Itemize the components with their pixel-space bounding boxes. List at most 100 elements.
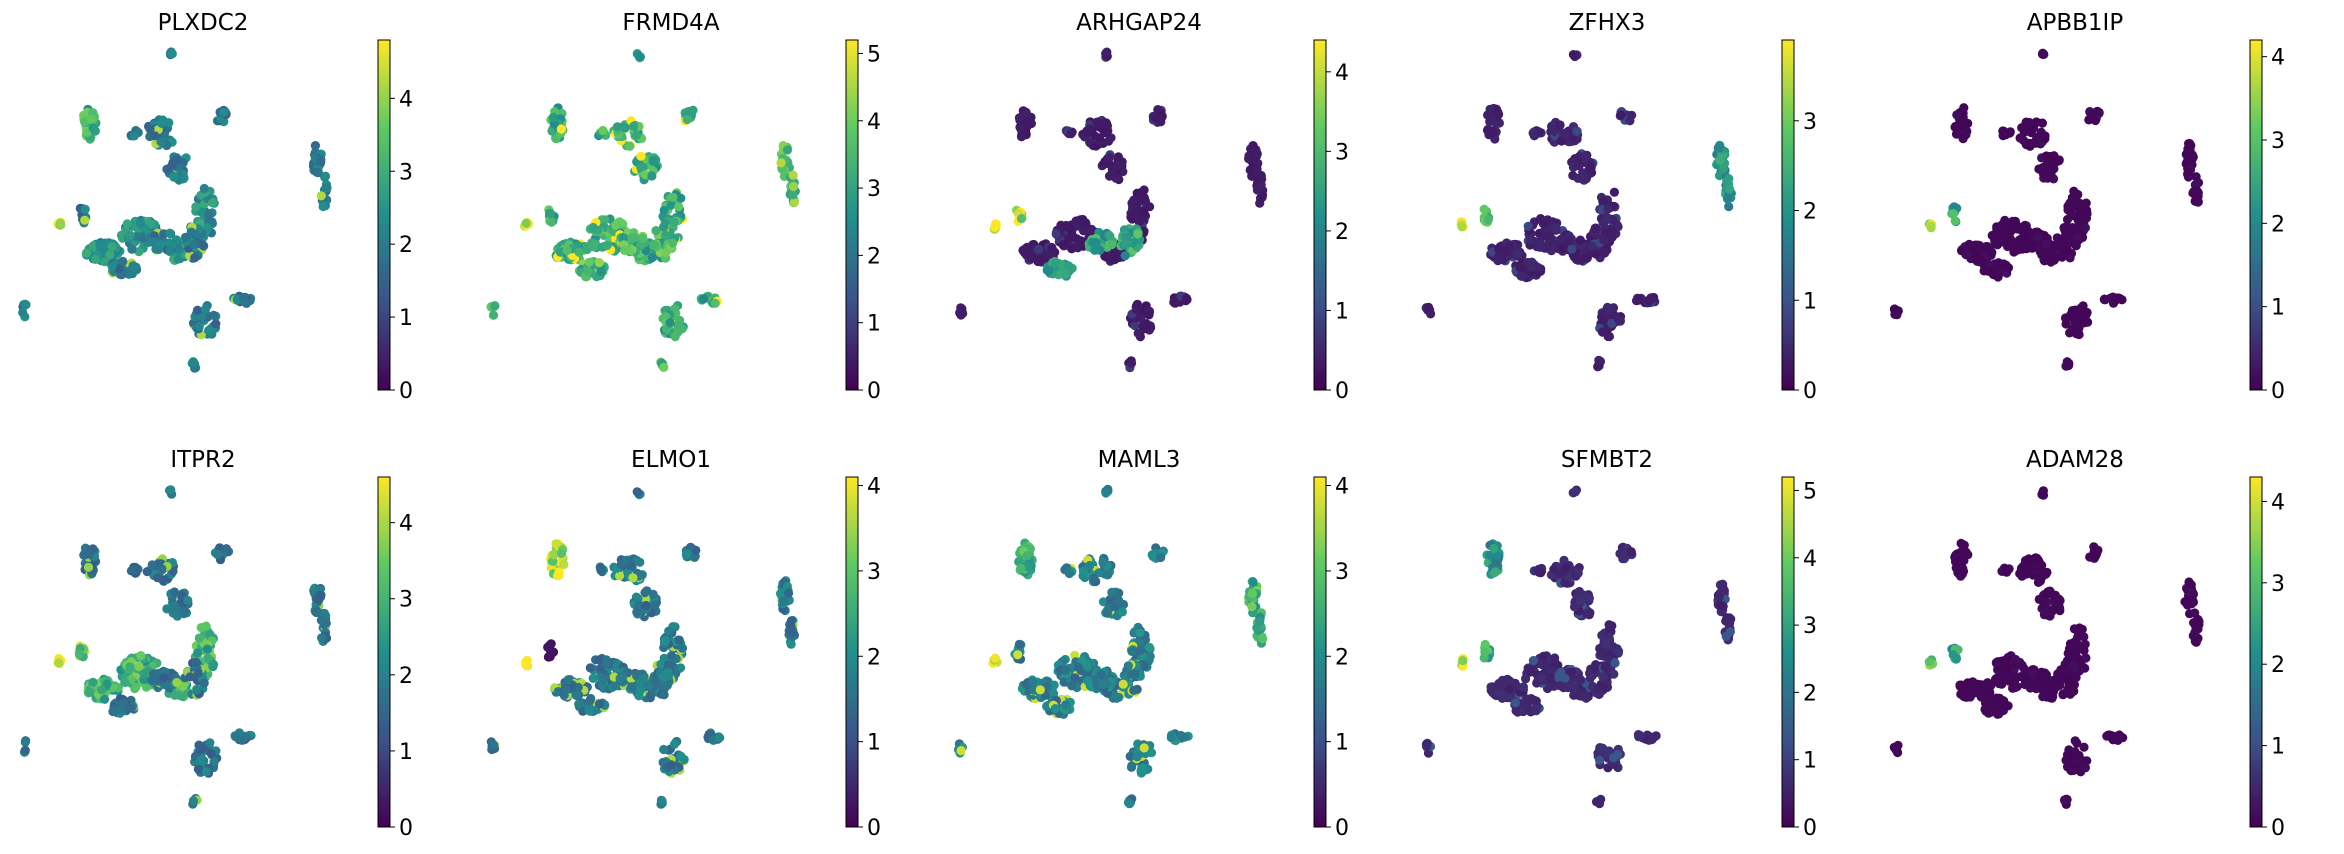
cell-point — [97, 685, 107, 695]
cell-point — [1090, 245, 1100, 255]
cell-point — [1060, 269, 1071, 279]
cell-point — [1604, 620, 1614, 630]
cell-point — [1983, 266, 1993, 276]
cell-point — [1568, 50, 1578, 60]
cell-point — [627, 682, 637, 692]
cell-point — [786, 616, 797, 626]
colorbar-tick-label: 3 — [399, 160, 413, 185]
cell-point — [670, 304, 680, 314]
cell-point — [1132, 213, 1142, 223]
cell-point — [632, 130, 642, 140]
cell-point — [209, 310, 219, 320]
cell-point — [648, 156, 658, 166]
cell-point — [659, 222, 669, 232]
cell-point — [1521, 674, 1531, 684]
cell-point — [102, 679, 112, 689]
cell-point — [1132, 188, 1142, 198]
cell-point — [1058, 240, 1068, 250]
cell-point — [788, 181, 799, 192]
cell-point — [2076, 213, 2086, 223]
cell-point — [681, 549, 691, 560]
cell-point — [2187, 150, 2197, 160]
cell-point — [159, 673, 169, 683]
cell-point — [56, 220, 66, 230]
cell-point — [186, 227, 196, 237]
cell-point — [1102, 608, 1112, 618]
cell-point — [125, 662, 135, 672]
cell-point — [1594, 355, 1604, 365]
cell-point — [1458, 656, 1468, 666]
cell-point — [1120, 239, 1130, 249]
cell-point — [1255, 616, 1265, 626]
colorbar-tick-label: 5 — [1803, 479, 1817, 504]
cell-point — [1135, 646, 1145, 656]
cell-point — [314, 595, 324, 605]
cell-point — [100, 694, 110, 704]
cell-point — [1567, 244, 1577, 254]
cell-point — [661, 248, 671, 258]
cell-point — [1498, 692, 1508, 702]
cell-point — [1540, 218, 1550, 228]
panel-title: ELMO1 — [631, 447, 711, 473]
cell-point — [647, 171, 657, 181]
cell-point — [1527, 257, 1537, 267]
cell-point — [1064, 568, 1074, 579]
colorbar-tick-label: 2 — [2271, 212, 2285, 237]
cell-point — [669, 217, 680, 227]
cell-point — [2073, 189, 2083, 200]
colorbar — [1313, 476, 1327, 828]
colorbar — [2249, 39, 2263, 391]
cell-point — [203, 653, 213, 663]
cell-point — [105, 250, 115, 260]
cell-point — [1015, 123, 1026, 133]
colorbar-tick-label: 3 — [1335, 560, 1349, 585]
cell-point — [126, 566, 136, 576]
cell-point — [1098, 679, 1108, 690]
cell-point — [204, 210, 214, 220]
cell-point — [1625, 116, 1635, 126]
cell-point — [1601, 639, 1611, 649]
cell-point — [547, 126, 557, 136]
colorbar-tick-label: 4 — [399, 87, 413, 112]
cell-point — [1598, 672, 1608, 682]
cell-point — [1586, 162, 1596, 172]
cell-point — [1014, 113, 1024, 123]
cell-point — [2099, 295, 2109, 305]
cell-point — [2001, 129, 2011, 139]
cell-point — [1111, 173, 1121, 183]
cell-point — [636, 151, 646, 161]
cell-point — [659, 672, 669, 682]
cell-point — [1105, 231, 1115, 241]
cell-point — [1950, 122, 1960, 132]
cell-point — [1992, 224, 2002, 235]
cell-point — [1495, 680, 1505, 691]
cell-point — [1962, 249, 1972, 259]
cell-point — [91, 254, 101, 264]
cell-point — [571, 690, 581, 700]
cell-point — [1528, 656, 1538, 666]
cell-point — [1117, 607, 1127, 617]
colorbar-tick-label: 4 — [399, 512, 413, 537]
cell-point — [2019, 136, 2029, 146]
cell-point — [20, 745, 30, 755]
cell-point — [627, 233, 637, 243]
cell-point — [659, 690, 669, 700]
cell-point — [1485, 550, 1495, 560]
cell-point — [1061, 700, 1071, 710]
cell-point — [1586, 241, 1596, 251]
cell-point — [85, 687, 95, 697]
cell-point — [682, 114, 692, 125]
cell-point — [668, 192, 678, 202]
cell-point — [88, 241, 98, 251]
cell-point — [628, 573, 638, 583]
cell-point — [1518, 682, 1528, 692]
cell-point — [2042, 239, 2052, 249]
cell-point — [1574, 161, 1584, 171]
cell-point — [1127, 761, 1137, 771]
cell-point — [1590, 223, 1600, 233]
cell-point — [669, 739, 680, 749]
cell-point — [318, 201, 328, 212]
cell-point — [1021, 107, 1031, 118]
